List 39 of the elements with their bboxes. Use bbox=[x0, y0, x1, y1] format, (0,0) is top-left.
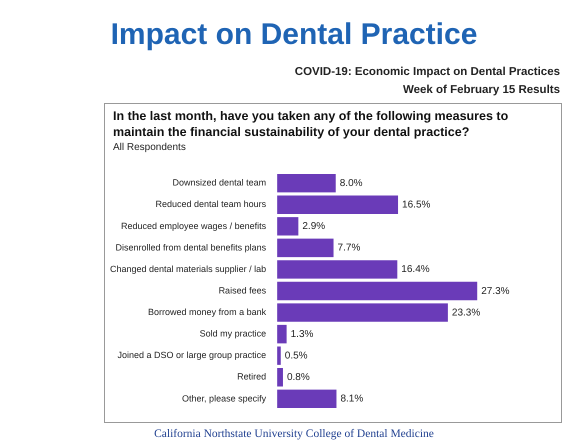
chart-subtitle: COVID-19: Economic Impact on Dental Practices bbox=[294, 66, 560, 78]
y-tick-label: Reduced dental team hours bbox=[156, 199, 267, 210]
y-tick-label: Other, please specify bbox=[182, 393, 267, 404]
data-label: 7.7% bbox=[338, 242, 360, 254]
bar bbox=[277, 260, 398, 279]
y-tick-label: Retired bbox=[237, 372, 266, 382]
bar bbox=[277, 303, 448, 322]
y-tick-label: Downsized dental team bbox=[172, 178, 266, 188]
data-label: 16.4% bbox=[401, 264, 430, 276]
data-label: 27.3% bbox=[481, 286, 510, 297]
bar bbox=[277, 390, 336, 408]
text: Week of February 15 Results bbox=[402, 84, 560, 96]
y-tick-label: Raised fees bbox=[218, 285, 267, 296]
y-tick-label: Borrowed money from a bank bbox=[148, 307, 267, 318]
text: All Respondents bbox=[113, 142, 186, 153]
data-label: 8.1% bbox=[340, 394, 364, 405]
data-label: 23.3% bbox=[452, 307, 480, 318]
bar bbox=[277, 196, 398, 214]
y-tick-label: Reduced employee wages / benefits bbox=[121, 220, 267, 231]
data-label: 0.5% bbox=[284, 350, 308, 362]
data-label: 8.0% bbox=[340, 178, 363, 189]
text: California Northstate University College of Dental Medicine bbox=[153, 428, 435, 440]
bar bbox=[277, 346, 281, 365]
bar bbox=[277, 324, 287, 344]
bar bbox=[277, 217, 298, 236]
y-tick-label: Changed dental materials supplier / lab bbox=[110, 264, 266, 274]
data-label: 2.9% bbox=[302, 221, 326, 232]
bar bbox=[277, 174, 336, 192]
data-label: 0.8% bbox=[286, 372, 310, 384]
y-tick-label: Disenrolled from dental benefits plans bbox=[116, 242, 267, 252]
text: In the last month, have you taken any of the following measures to maintain the financial sustainability of your dental practice? bbox=[113, 108, 510, 140]
data-label: 1.3% bbox=[290, 328, 314, 340]
data-label: 16.5% bbox=[402, 199, 431, 210]
y-tick-label: Sold my practice bbox=[200, 328, 266, 339]
bar bbox=[277, 238, 334, 258]
bar bbox=[277, 368, 283, 386]
bar bbox=[277, 282, 478, 300]
chart-title: Impact on Dental Practice bbox=[110, 18, 478, 52]
y-tick-label: Joined a DSO or large group practice bbox=[118, 350, 266, 360]
